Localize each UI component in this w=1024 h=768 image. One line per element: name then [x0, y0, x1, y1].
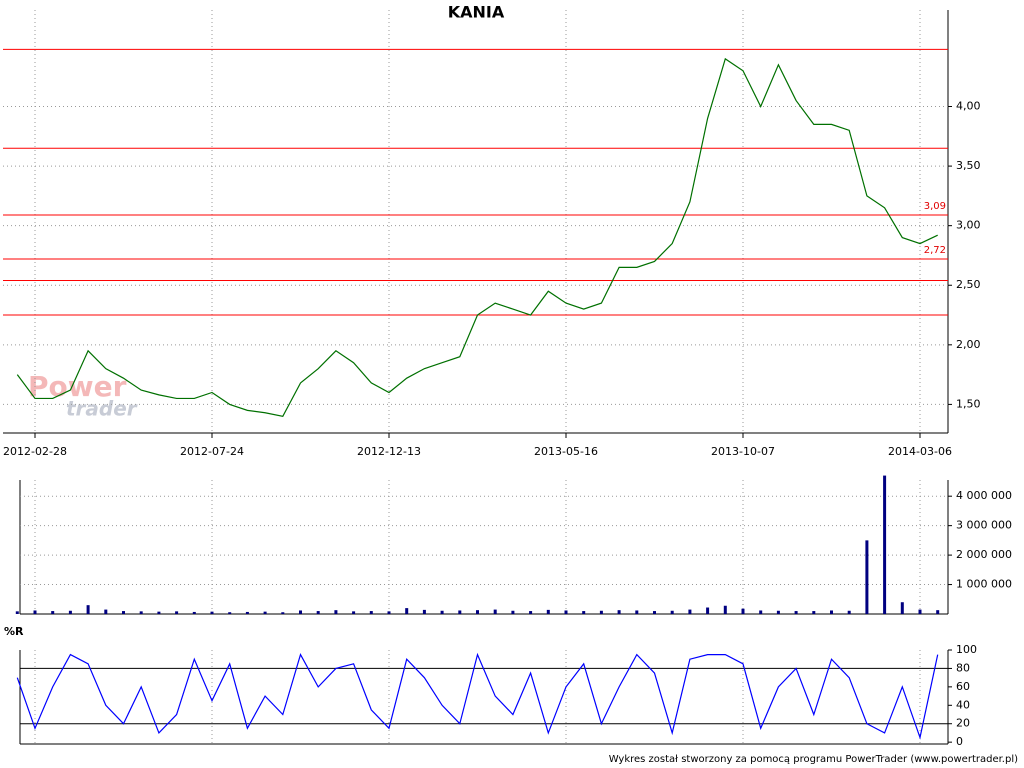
bar: [104, 609, 108, 614]
bar: [493, 609, 497, 614]
bar: [175, 611, 179, 614]
y-tick-label: 2 000 000: [956, 548, 1012, 561]
x-tick-label: 2012-12-13: [357, 445, 421, 458]
bar: [33, 610, 37, 614]
bar: [812, 611, 816, 614]
bar: [316, 611, 320, 614]
bar: [529, 611, 533, 614]
bar: [157, 611, 161, 614]
bar: [653, 611, 656, 614]
y-tick-label: 20: [956, 717, 970, 730]
x-tick-label: 2012-02-28: [3, 445, 67, 458]
panel-title: %R: [4, 625, 24, 638]
bar: [139, 611, 143, 614]
bar: [299, 610, 302, 614]
bar: [776, 610, 780, 614]
bar: [900, 602, 904, 614]
y-tick-label: 1 000 000: [956, 578, 1012, 591]
bar: [476, 610, 479, 614]
y-tick-label: 4,00: [956, 100, 981, 113]
bar: [688, 609, 692, 614]
bar: [883, 475, 887, 614]
bar: [936, 610, 940, 614]
y-tick-label: 2,50: [956, 278, 981, 291]
bar: [405, 608, 409, 614]
bar: [68, 610, 72, 614]
bar: [847, 610, 851, 614]
y-tick-label: 3 000 000: [956, 519, 1012, 532]
bar: [830, 610, 833, 614]
bar: [759, 610, 763, 614]
chart-title: KANIA: [448, 3, 505, 22]
x-tick-label: 2013-05-16: [534, 445, 598, 458]
y-tick-label: 100: [956, 643, 977, 656]
y-tick-label: 3,00: [956, 219, 981, 232]
bar: [245, 611, 249, 614]
bar: [228, 612, 232, 614]
watermark: trader: [66, 397, 138, 421]
y-tick-label: 1,50: [956, 397, 981, 410]
bar: [635, 610, 639, 614]
y-tick-label: 0: [956, 735, 963, 748]
x-tick-label: 2013-10-07: [711, 445, 775, 458]
y-tick-label: 3,50: [956, 159, 981, 172]
bar: [458, 610, 462, 614]
bar: [582, 611, 586, 614]
bar: [281, 612, 285, 614]
bar: [122, 611, 125, 614]
bar: [86, 605, 90, 614]
x-tick-label: 2014-03-06: [888, 445, 952, 458]
bar: [334, 610, 338, 614]
y-tick-label: 4 000 000: [956, 489, 1012, 502]
bar: [670, 610, 674, 614]
y-tick-label: 2,00: [956, 338, 981, 351]
annotation: 2,72: [924, 245, 946, 256]
bar: [794, 611, 798, 614]
bar: [352, 611, 356, 614]
bar: [387, 611, 391, 614]
y-tick-label: 80: [956, 661, 970, 674]
annotation: 3,09: [924, 201, 946, 212]
bar: [741, 608, 745, 614]
footer: Wykres został stworzony za pomocą progra…: [609, 754, 1018, 765]
bar: [210, 611, 214, 614]
bar: [865, 540, 869, 614]
bar: [263, 611, 267, 614]
bar: [422, 609, 426, 614]
bar: [15, 611, 19, 614]
bar: [511, 610, 515, 614]
bar: [617, 610, 621, 614]
bar: [369, 611, 373, 614]
bar: [706, 607, 710, 614]
data-line: [16, 57, 938, 417]
bar: [192, 611, 196, 614]
bar: [51, 611, 55, 614]
bar: [918, 609, 922, 614]
bar: [546, 609, 550, 614]
x-tick-label: 2012-07-24: [180, 445, 244, 458]
bar: [440, 610, 444, 614]
bar: [723, 605, 727, 614]
bar: [599, 610, 603, 614]
y-tick-label: 40: [956, 698, 970, 711]
y-tick-label: 60: [956, 680, 970, 693]
data-line: [16, 652, 939, 740]
bar: [564, 610, 568, 614]
